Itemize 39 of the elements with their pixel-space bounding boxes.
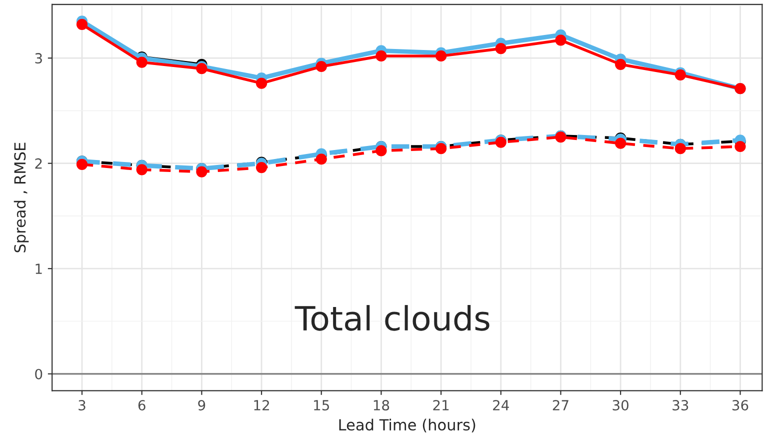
x-tick-label: 9 xyxy=(198,400,206,410)
point xyxy=(495,43,506,54)
point xyxy=(614,58,626,70)
y-tick-label: 2 xyxy=(35,158,42,169)
x-tick-label: 15 xyxy=(314,400,329,410)
y-tick-label: 1 xyxy=(36,264,42,274)
point xyxy=(674,143,686,154)
point xyxy=(316,60,327,72)
y-axis-title: Spread , RMSE xyxy=(14,142,29,252)
point xyxy=(76,18,88,30)
point xyxy=(555,34,566,46)
point xyxy=(76,158,88,170)
x-tick-label: 18 xyxy=(374,400,390,410)
point xyxy=(136,56,148,68)
x-tick-label: 30 xyxy=(612,400,628,410)
y-tick-label: 0 xyxy=(35,368,42,380)
y-tick-label: 3 xyxy=(35,53,42,64)
point xyxy=(435,143,447,154)
x-tick-label: 24 xyxy=(493,400,509,410)
x-tick-label: 12 xyxy=(254,400,269,410)
x-tick-label: 21 xyxy=(433,400,449,410)
point xyxy=(256,78,268,89)
x-tick-label: 36 xyxy=(732,400,748,410)
point xyxy=(376,50,387,62)
point xyxy=(316,154,327,165)
point xyxy=(435,50,447,62)
x-tick-label: 33 xyxy=(672,400,688,410)
x-axis-title: Lead Time (hours) xyxy=(339,418,476,432)
x-tick-label: 3 xyxy=(78,400,86,410)
point xyxy=(376,145,387,156)
point xyxy=(256,162,268,174)
annotation: Total clouds xyxy=(294,305,490,331)
point xyxy=(614,138,626,149)
point xyxy=(136,164,148,176)
point xyxy=(734,140,746,152)
point xyxy=(196,63,208,74)
x-tick-label: 27 xyxy=(552,400,568,410)
x-tick-label: 6 xyxy=(138,400,146,410)
point xyxy=(196,166,208,178)
